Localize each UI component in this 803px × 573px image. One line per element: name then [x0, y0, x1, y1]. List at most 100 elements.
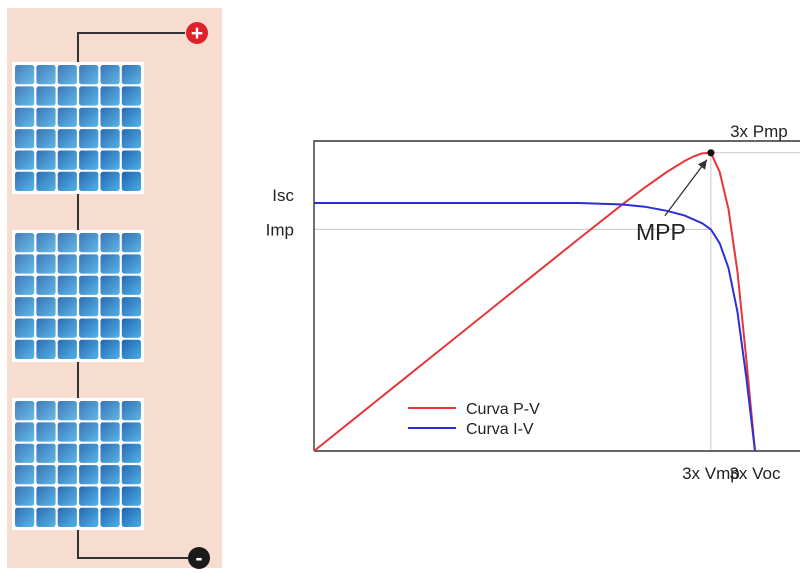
pv-cell [121, 486, 141, 506]
pv-cell [121, 86, 141, 106]
pv-cell [57, 129, 77, 149]
pv-cell [121, 65, 141, 85]
series-line-curva-p-v [313, 151, 756, 452]
mpp-point [707, 149, 715, 157]
pv-cell [36, 233, 56, 253]
pv-cell [100, 401, 120, 421]
x-tick-label-3x-vmp: 3x Vmp [682, 464, 740, 483]
pv-cell [79, 465, 99, 485]
pv-cell [36, 339, 56, 359]
chart-axes-frame [313, 140, 800, 452]
pv-cell [15, 254, 35, 274]
pv-cell [121, 254, 141, 274]
pv-cell [57, 86, 77, 106]
pv-cell [36, 65, 56, 85]
solar-module-2 [12, 230, 144, 362]
pv-cell [79, 65, 99, 85]
mpp-pointer-arrow [664, 159, 708, 217]
pv-cell [36, 422, 56, 442]
pv-cell [79, 254, 99, 274]
solar-module-1 [12, 62, 144, 194]
negative-wire [77, 528, 188, 559]
pv-cell [121, 507, 141, 527]
guide-lines [314, 152, 800, 451]
pv-cell [15, 465, 35, 485]
module-frame [12, 398, 144, 530]
pv-cell [79, 507, 99, 527]
pv-cell [36, 401, 56, 421]
pv-cell [100, 339, 120, 359]
pv-cell [57, 254, 77, 274]
pv-cell [121, 339, 141, 359]
negative-terminal: - [188, 547, 210, 570]
pv-cell [121, 318, 141, 338]
pv-cell [79, 275, 99, 295]
pv-cell [57, 465, 77, 485]
pv-cell [36, 507, 56, 527]
positive-terminal: + [186, 22, 208, 45]
pv-cell [15, 107, 35, 127]
pv-cell [57, 275, 77, 295]
pv-cell [121, 233, 141, 253]
pv-cell [57, 150, 77, 170]
pv-cell [15, 401, 35, 421]
pv-cell [121, 275, 141, 295]
pv-cell [79, 233, 99, 253]
positive-terminal-symbol: + [191, 22, 203, 45]
pv-cell [79, 486, 99, 506]
negative-terminal-symbol: - [196, 547, 203, 570]
pv-cell [100, 275, 120, 295]
pv-cell [57, 297, 77, 317]
pv-cell [57, 107, 77, 127]
pv-cell [100, 107, 120, 127]
pv-cell [15, 65, 35, 85]
pv-cell [121, 171, 141, 191]
pv-cell [100, 422, 120, 442]
pv-cell [15, 318, 35, 338]
legend-label-curva-i-v: Curva I-V [466, 421, 534, 438]
pv-cell [57, 507, 77, 527]
pv-cell [100, 254, 120, 274]
pv-cell [100, 171, 120, 191]
pv-cell [36, 129, 56, 149]
pv-cell [57, 318, 77, 338]
pv-cell [15, 150, 35, 170]
pv-cell [100, 465, 120, 485]
x-tick-label-3x-voc: 3x Voc [729, 464, 781, 483]
pv-cell [15, 339, 35, 359]
pv-cell [121, 129, 141, 149]
pv-cell [79, 86, 99, 106]
solar-module-3 [12, 398, 144, 530]
pv-cell [121, 150, 141, 170]
pv-cell [36, 275, 56, 295]
pv-cell [57, 422, 77, 442]
pv-cell [57, 65, 77, 85]
pv-cell [79, 318, 99, 338]
positive-wire [77, 32, 185, 62]
pv-cell [15, 171, 35, 191]
legend-label-curva-p-v: Curva P-V [466, 401, 540, 418]
pv-cell [79, 401, 99, 421]
pv-cell [121, 443, 141, 463]
pv-cell [36, 465, 56, 485]
pv-cell [100, 507, 120, 527]
pv-cell [15, 507, 35, 527]
pv-cell [100, 297, 120, 317]
pv-cell [36, 107, 56, 127]
pv-cell [100, 486, 120, 506]
pv-cell [79, 150, 99, 170]
pv-cell [15, 233, 35, 253]
y-tick-label-isc: Isc [272, 186, 294, 205]
pv-cell [15, 86, 35, 106]
pv-cell [36, 486, 56, 506]
pv-cell [100, 129, 120, 149]
pv-cell [36, 443, 56, 463]
pv-cell [121, 401, 141, 421]
pv-cell [79, 422, 99, 442]
pv-cell [36, 171, 56, 191]
pv-cell [57, 486, 77, 506]
pmp-label: 3x Pmp [730, 122, 788, 141]
pv-cell [36, 297, 56, 317]
pv-cell [100, 150, 120, 170]
